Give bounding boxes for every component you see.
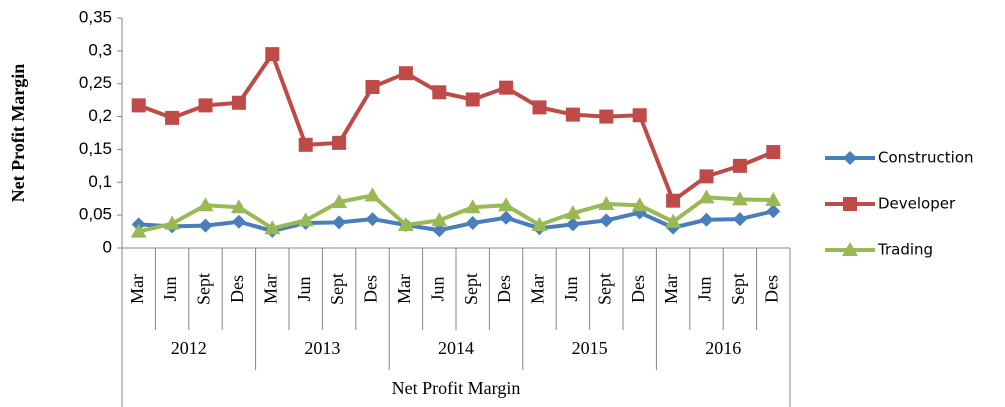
group-label: 2013 bbox=[304, 338, 340, 358]
point bbox=[165, 110, 180, 125]
x-tick-label: Des bbox=[361, 275, 381, 303]
point bbox=[732, 158, 747, 173]
point bbox=[465, 216, 480, 231]
x-tick-label: Des bbox=[628, 275, 648, 303]
x-tick-label: Sept bbox=[594, 273, 614, 305]
point bbox=[565, 217, 580, 232]
y-tick-label: 0,3 bbox=[88, 40, 112, 59]
point bbox=[532, 100, 547, 115]
x-tick-label: Mar bbox=[127, 274, 147, 304]
x-tick-label: Mar bbox=[394, 274, 414, 304]
point bbox=[432, 85, 447, 100]
group-label: 2015 bbox=[572, 338, 608, 358]
point bbox=[599, 213, 614, 228]
point bbox=[599, 109, 614, 124]
series-line bbox=[137, 52, 775, 203]
x-tick-label: Jun bbox=[160, 276, 180, 301]
x-tick-label: Jun bbox=[427, 276, 447, 301]
point bbox=[264, 220, 281, 235]
point bbox=[332, 135, 347, 150]
point bbox=[531, 217, 548, 231]
legend-label: Construction bbox=[878, 149, 974, 167]
point bbox=[598, 195, 615, 210]
x-tick-label: Des bbox=[494, 275, 514, 303]
group-label: 2016 bbox=[705, 338, 741, 358]
point bbox=[766, 145, 781, 160]
x-tick-label: Mar bbox=[260, 274, 280, 304]
y-tick-label: 0,1 bbox=[88, 172, 112, 191]
point bbox=[699, 169, 714, 184]
x-tick-label: Jun bbox=[294, 276, 314, 301]
point bbox=[197, 197, 214, 212]
y-tick-label: 0,05 bbox=[79, 205, 112, 224]
point bbox=[432, 223, 447, 238]
point bbox=[666, 193, 681, 208]
group-label: 2012 bbox=[171, 338, 207, 358]
point bbox=[464, 199, 481, 214]
point bbox=[698, 189, 715, 204]
point bbox=[365, 212, 380, 227]
point bbox=[732, 212, 747, 227]
point bbox=[230, 199, 247, 214]
legend-marker bbox=[842, 242, 858, 256]
x-tick-label: Jun bbox=[695, 276, 715, 301]
x-tick-label: Mar bbox=[528, 274, 548, 304]
x-tick-label: Des bbox=[227, 275, 247, 303]
x-tick-label: Sept bbox=[327, 273, 347, 305]
x-axis-title: Net Profit Margin bbox=[392, 378, 521, 398]
point bbox=[198, 98, 213, 113]
point bbox=[665, 213, 682, 228]
point bbox=[398, 66, 413, 81]
point bbox=[198, 218, 213, 233]
point bbox=[632, 108, 647, 123]
point bbox=[564, 205, 581, 220]
legend-marker bbox=[843, 197, 857, 211]
point bbox=[565, 107, 580, 122]
point bbox=[364, 187, 381, 202]
group-label: 2014 bbox=[438, 338, 474, 358]
x-tick-label: Des bbox=[761, 275, 781, 303]
y-tick-label: 0,25 bbox=[79, 73, 112, 92]
point bbox=[631, 197, 648, 212]
point bbox=[298, 137, 313, 152]
point bbox=[231, 95, 246, 110]
legend-marker bbox=[843, 151, 857, 165]
x-tick-label: Sept bbox=[194, 273, 214, 305]
point bbox=[766, 204, 781, 219]
x-tick-label: Mar bbox=[661, 274, 681, 304]
point bbox=[365, 80, 380, 94]
legend-label: Trading bbox=[877, 241, 933, 259]
point bbox=[331, 194, 348, 208]
point bbox=[465, 92, 480, 107]
point bbox=[499, 210, 514, 225]
y-tick-label: 0,2 bbox=[88, 106, 112, 125]
point bbox=[499, 80, 514, 95]
point bbox=[699, 212, 714, 227]
point bbox=[130, 223, 147, 238]
x-tick-label: Sept bbox=[461, 273, 481, 305]
point bbox=[231, 214, 246, 229]
point bbox=[431, 212, 448, 227]
y-tick-label: 0,15 bbox=[79, 139, 112, 158]
point bbox=[397, 217, 414, 231]
legend-label: Developer bbox=[878, 195, 956, 213]
point bbox=[131, 98, 146, 113]
point bbox=[265, 47, 280, 62]
y-tick-label: 0,35 bbox=[79, 7, 112, 26]
point bbox=[164, 215, 181, 230]
point bbox=[297, 212, 314, 227]
y-tick-label: 0 bbox=[103, 237, 112, 256]
point bbox=[498, 197, 515, 212]
point bbox=[765, 192, 782, 207]
point bbox=[731, 191, 748, 206]
point bbox=[332, 215, 347, 230]
x-tick-label: Jun bbox=[561, 276, 581, 301]
x-tick-label: Sept bbox=[728, 273, 748, 305]
y-axis-title: Net Profit Margin bbox=[8, 64, 28, 203]
